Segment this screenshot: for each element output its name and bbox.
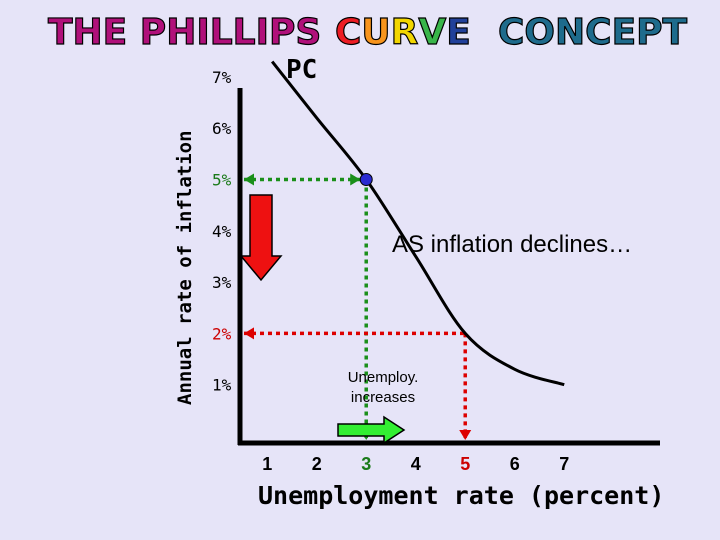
- x-tick-label: 7: [559, 454, 569, 474]
- y-tick-label: 6%: [212, 119, 232, 138]
- inflation-down-arrow: [239, 194, 283, 282]
- title-part-2: CURVE: [335, 12, 471, 53]
- x-tick-label: 5: [460, 454, 470, 474]
- unemployment-annotation-line1: Unemploy.: [348, 369, 419, 386]
- guide-arrowhead-down-2: [459, 430, 472, 440]
- y-axis-label: Annual rate of inflation: [174, 130, 196, 405]
- y-tick-label: 5%: [212, 171, 232, 190]
- y-tick-label: 2%: [212, 324, 232, 343]
- y-tick-label: 1%: [212, 376, 232, 395]
- y-tick-label: 4%: [212, 222, 232, 241]
- guide-arrowhead-left-1: [244, 173, 254, 186]
- unemployment-annotation-line2: increases: [351, 389, 415, 406]
- y-tick-labels: 7% 6% 5% 4% 3% 2% 1%: [212, 68, 232, 395]
- title-part-1: THE PHILLIPS: [48, 12, 321, 53]
- y-tick-label: 7%: [212, 68, 232, 87]
- x-tick-label: 6: [510, 454, 520, 474]
- inflation-annotation: AS inflation declines…: [392, 231, 632, 258]
- guide-arrowhead-right: [350, 173, 361, 186]
- unemployment-right-arrow: [337, 415, 406, 445]
- curve-label: PC: [286, 55, 317, 85]
- x-tick-label: 1: [262, 454, 272, 474]
- x-tick-label: 4: [411, 454, 421, 474]
- slide-title: THE PHILLIPS CURVE CONCEPT: [47, 11, 688, 53]
- x-tick-label: 2: [312, 454, 322, 474]
- annotation-arrows: [239, 194, 406, 445]
- x-tick-labels: 1 2 3 4 5 6 7: [262, 454, 569, 474]
- axes: [237, 88, 660, 446]
- x-axis-label: Unemployment rate (percent): [258, 481, 664, 510]
- x-tick-label: 3: [361, 454, 371, 474]
- guide-arrowhead-left-2: [244, 327, 254, 340]
- y-tick-label: 3%: [212, 273, 232, 292]
- marked-point: [359, 173, 373, 186]
- title-part-3: CONCEPT: [498, 12, 688, 53]
- phillips-curve: [270, 60, 565, 387]
